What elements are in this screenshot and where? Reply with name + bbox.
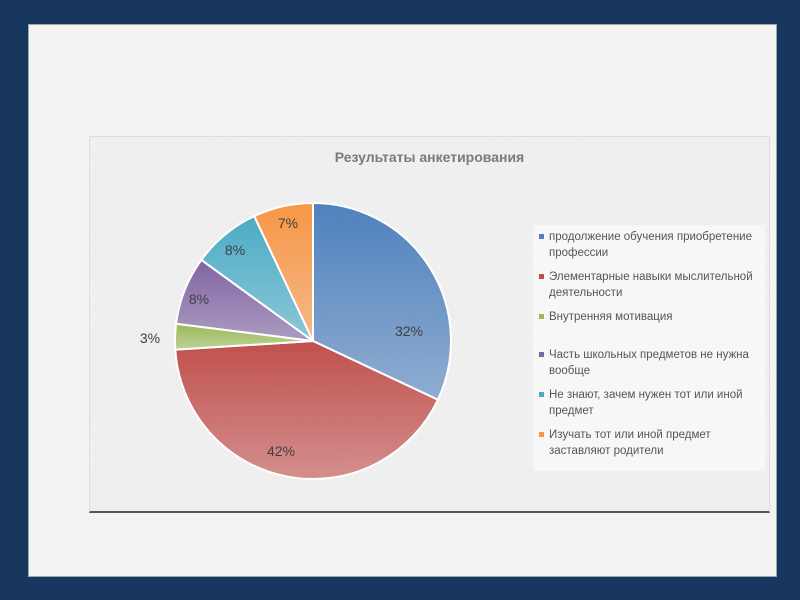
legend-item: Элементарные навыки мыслительной деятель… [537,269,761,301]
legend-swatch [539,234,544,239]
data-label: 3% [140,330,160,346]
legend-swatch [539,314,544,319]
legend-label: Элементарные навыки мыслительной деятель… [549,271,753,299]
data-label: 8% [225,242,245,258]
data-label: 7% [278,215,298,231]
slide: Результаты анкетирования 32% 42% 3% 8% 8% 7% … [28,24,777,577]
legend-label: Изучать тот или иной предмет заставляют … [549,429,711,457]
legend-swatch [539,392,544,397]
legend-label: Внутренняя мотивация [549,311,673,323]
legend-swatch [539,352,544,357]
legend-item: Изучать тот или иной предмет заставляют … [537,427,761,459]
legend-swatch [539,432,544,437]
legend-swatch [539,274,544,279]
pie-slice [252,201,314,342]
legend-label: продолжение обучения приобретение профес… [549,231,752,259]
pie-plot: 32% 42% 3% 8% 8% 7% [140,201,452,480]
pie-chart: Результаты анкетирования 32% 42% 3% 8% 8% 7% … [89,136,770,513]
legend-item: продолжение обучения приобретение профес… [537,229,761,261]
data-label: 42% [267,443,295,459]
legend-label: Не знают, зачем нужен тот или иной предм… [549,389,743,417]
legend-item: Часть школьных предметов не нужна вообще [537,347,761,379]
legend-item: Внутренняя мотивация [537,309,761,325]
pie-slice [174,339,440,480]
legend: продолжение обучения приобретение профес… [533,225,765,471]
legend-item: Не знают, зачем нужен тот или иной предм… [537,387,761,419]
data-label: 8% [189,291,209,307]
chart-title: Результаты анкетирования [334,149,525,165]
pie-slice [312,201,452,402]
data-label: 32% [395,323,423,339]
legend-label: Часть школьных предметов не нужна вообще [549,349,749,377]
